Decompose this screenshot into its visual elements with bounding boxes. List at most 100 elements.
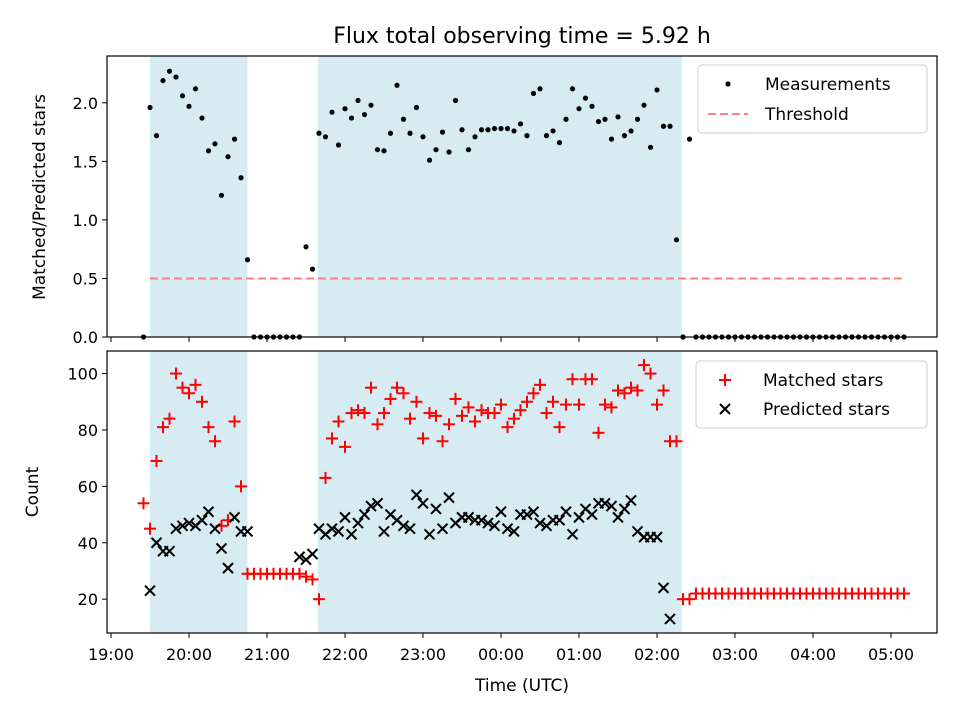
measurement-point (342, 106, 348, 112)
matched-point (670, 435, 683, 448)
y-tick-label: 100 (67, 365, 98, 384)
y-tick-label: 20 (78, 590, 98, 609)
matched-point (144, 522, 156, 535)
matched-point (170, 367, 182, 380)
predicted-point (365, 500, 377, 512)
x-tick-label: 22:00 (322, 645, 368, 664)
chart-title: Flux total observing time = 5.92 h (333, 24, 711, 49)
matched-point (599, 398, 611, 411)
matched-point (612, 384, 624, 397)
matched-point (475, 404, 488, 417)
measurement-point (556, 140, 563, 146)
predicted-point (371, 497, 384, 509)
measurement-point (654, 87, 660, 93)
matched-point (150, 454, 163, 467)
x-tick-label: 02:00 (634, 645, 680, 664)
measurement-point (634, 116, 641, 122)
matched-point (339, 440, 351, 453)
predicted-point (573, 511, 585, 524)
predicted-point (332, 525, 345, 538)
measurement-point (368, 102, 374, 108)
count-series (137, 359, 910, 625)
matched-point (352, 404, 364, 417)
predicted-point (462, 511, 475, 524)
measurement-point (511, 128, 517, 134)
matched-point (501, 421, 514, 434)
x-tick-label: 20:00 (166, 645, 212, 664)
measurement-point (498, 125, 504, 132)
legend-predicted: Predicted stars (763, 400, 890, 420)
matched-point (404, 412, 416, 425)
observing-band (317, 351, 682, 633)
measurement-point (309, 266, 316, 272)
measurement-point (433, 147, 439, 153)
matched-point (228, 415, 241, 428)
predicted-point (657, 582, 670, 594)
matched-point (456, 409, 468, 422)
matched-point (631, 384, 644, 397)
measurement-point (569, 86, 576, 92)
measurement-point (199, 115, 205, 121)
x-tick-label: 21:00 (244, 645, 290, 664)
matched-point (547, 395, 559, 408)
bottom-panel: 20 40 60 80 100 19:00 20:00 21:00 22:00 23:00 00:… (23, 350, 938, 696)
bottom-y-axis-label: Count (23, 466, 43, 517)
measurement-point (563, 116, 569, 122)
matched-point (365, 381, 377, 394)
measurement-point (621, 133, 628, 139)
y-tick-label: 1.0 (73, 211, 98, 230)
matched-point (313, 593, 325, 606)
top-legend: Measurements Threshold (697, 64, 928, 134)
matched-point (202, 421, 215, 434)
predicted-point (170, 522, 182, 535)
matched-point (189, 378, 202, 391)
top-y-axis-label: Matched/Predicted stars (30, 94, 50, 300)
matched-point (371, 418, 384, 431)
matched-point (638, 359, 650, 372)
predicted-point (209, 522, 221, 535)
top-panel: 0.00.51.01.52.0 Matched/Predicted stars … (30, 55, 938, 347)
matched-point (183, 387, 195, 400)
matched-point (443, 418, 455, 431)
matched-point (137, 497, 150, 510)
matched-point (566, 373, 579, 386)
x-tick-label: 01:00 (556, 645, 602, 664)
measurement-point (420, 134, 426, 140)
predicted-point (651, 531, 663, 543)
predicted-point (475, 514, 488, 526)
legend-threshold: Threshold (764, 105, 849, 125)
y-tick-label: 0.0 (73, 328, 98, 347)
measurement-point (355, 97, 361, 104)
measurement-point (166, 68, 173, 74)
measurement-point (504, 125, 511, 132)
predicted-legend-marker (719, 403, 731, 415)
measurement-point (491, 125, 498, 132)
predicted-point (358, 508, 371, 521)
x-tick-label: 23:00 (400, 645, 446, 664)
measurement-point (595, 118, 602, 125)
predicted-point (339, 511, 351, 524)
predicted-point (482, 517, 494, 529)
predicted-point (196, 514, 208, 526)
predicted-point (215, 542, 228, 555)
observing-bands-bottom (150, 351, 682, 633)
measurement-point (472, 134, 478, 140)
predicted-point (417, 497, 429, 509)
measurement-point (673, 237, 680, 243)
measurement-point (628, 128, 634, 134)
measurement-point (147, 104, 153, 111)
measurement-point (153, 133, 160, 139)
measurement-point (212, 141, 218, 147)
matched-point (605, 401, 618, 414)
predicted-point (553, 514, 566, 526)
matched-point (326, 432, 338, 445)
x-tick-label: 00:00 (478, 645, 524, 664)
measurement-point (446, 149, 452, 155)
measurement-point (244, 257, 251, 263)
measurement-point (394, 82, 400, 88)
predicted-point (599, 497, 611, 509)
measurement-point (537, 86, 543, 92)
matched-point (553, 421, 566, 434)
matched-point (410, 395, 423, 408)
